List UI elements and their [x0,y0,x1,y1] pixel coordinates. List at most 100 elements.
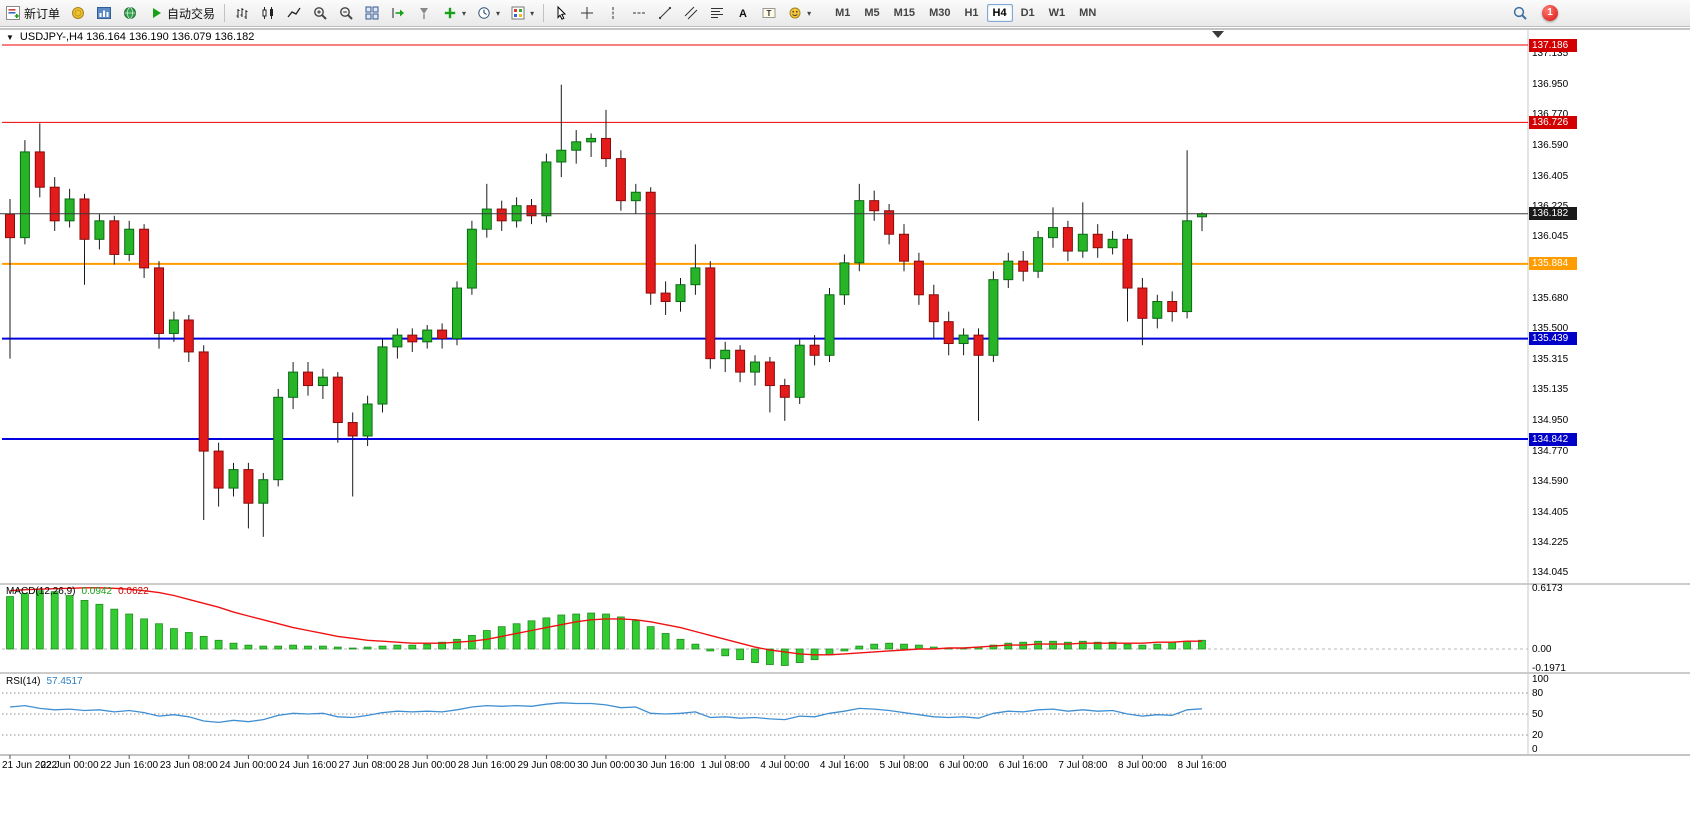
chart-menu-icon[interactable]: ▼ [6,32,14,42]
periods-button[interactable]: ▾ [472,2,504,24]
fibo-icon [711,8,724,18]
candle [362,403,373,437]
vertical-line-tool-button[interactable] [601,2,625,24]
candle [735,349,746,373]
fibonacci-tool-button[interactable] [705,2,729,24]
timeframe-w1-button[interactable]: W1 [1048,7,1066,19]
chart-window-button[interactable] [92,2,116,24]
trendline-tool-button[interactable] [653,2,677,24]
arrows-tool-button[interactable]: ▾ [783,2,815,24]
time-axis-label: 4 Jul 00:00 [760,760,810,771]
crosshair-tool-button[interactable] [575,2,599,24]
candle-mode-icon [262,7,274,19]
price-axis-label: 134.590 [1532,475,1569,487]
price-axis-label: 136.405 [1532,170,1569,182]
time-axis-label: 8 Jul 00:00 [1117,760,1167,771]
macd-bar [1108,641,1117,650]
tile-windows-button[interactable] [360,2,384,24]
search-button[interactable] [1512,5,1528,26]
candle [243,469,254,504]
new-order-button[interactable]: 新订单 [1,2,64,25]
candle [139,228,150,269]
metatrader-app-button[interactable] [66,2,90,24]
zoom-in-button[interactable] [308,2,332,24]
candle [824,294,835,356]
price-chart-canvas[interactable] [0,27,1690,835]
chart-frame [0,28,1690,756]
timeframe-d1-button[interactable]: D1 [1020,7,1035,19]
new-order-icon [6,6,20,20]
cursor-tool-button[interactable] [549,2,573,24]
timeframe-m30-button[interactable]: M30 [929,7,951,19]
macd-bar [1198,639,1206,650]
macd-bar [50,591,59,650]
community-button[interactable] [118,2,142,24]
macd-bar [259,645,268,650]
chart-window[interactable]: ▼ USDJPY-,H4 136.164 136.190 136.079 136… [0,27,1690,835]
timeframe-m5-button[interactable]: M5 [864,7,880,19]
templates-button[interactable]: ▾ [506,2,538,24]
main-toolbar: 新订单 自动交易 ▾ ▾ ▾ A T ▾ M1 M5 M15 M30 H1 H4 D1 W1 MN 1 [0,0,1690,27]
timeframe-m1-button[interactable]: M1 [835,7,851,19]
timeframe-mn-button[interactable]: MN [1079,7,1097,19]
green-globe-icon [124,7,137,19]
macd-bar [646,626,655,650]
notification-badge[interactable]: 1 [1542,5,1558,21]
candle [1018,260,1029,272]
candle [1107,238,1118,249]
candle [228,469,239,489]
candle [34,151,45,188]
text-tool-button[interactable]: A [731,2,755,24]
timeframe-toolbar: M1 M5 M15 M30 H1 H4 D1 W1 MN [828,0,1103,26]
price-axis-label: 135.135 [1532,384,1569,396]
macd-bar [527,620,536,650]
level-lines [2,44,1528,441]
auto-trading-button[interactable]: 自动交易 [144,2,219,25]
level-price-tag: 135.439 [1529,332,1577,346]
level-price-tag: 136.726 [1529,115,1577,129]
candle [645,191,656,294]
play-green-icon [153,8,162,18]
timeframe-m15-button[interactable]: M15 [893,7,916,19]
candle [49,186,60,222]
candle [1033,237,1044,272]
price-axis-label: 135.315 [1532,353,1569,365]
macd-bar [333,646,342,650]
candle [1152,301,1163,319]
timeframe-h4-button[interactable]: H4 [986,4,1013,22]
chart-title-text: USDJPY-,H4 136.164 136.190 136.079 136.1… [19,31,255,43]
time-ticks [9,755,1203,759]
new-order-label: 新订单 [24,6,61,21]
candles-mode-button[interactable] [256,2,280,24]
dropdown-caret-icon: ▾ [530,8,535,18]
timeframe-h1-button[interactable]: H1 [964,7,979,19]
label-tool-button[interactable]: T [757,2,781,24]
svg-text:T: T [767,9,772,18]
time-axis-label: 24 Jun 00:00 [219,760,278,771]
horizontal-line-tool-button[interactable] [627,2,651,24]
macd-bar [170,628,178,650]
auto-scroll-button[interactable] [386,2,410,24]
line-mode-button[interactable] [282,2,306,24]
channel-tool-button[interactable] [679,2,703,24]
candle [586,137,597,143]
zoom-out-button[interactable] [334,2,358,24]
macd-bar [855,645,864,650]
time-axis-label: 5 Jul 08:00 [879,760,929,771]
indicators-list-button[interactable]: ▾ [438,2,470,24]
gold-coin-icon [72,7,85,19]
macd-bar [393,644,402,650]
candle [869,200,880,212]
zoom-in-icon [314,7,327,20]
candle [124,228,135,255]
candle [317,376,328,387]
time-axis-label: 6 Jul 16:00 [998,760,1048,771]
candle [332,376,343,424]
toolbar-separator [543,4,545,22]
candle [601,137,611,160]
chart-shift-button[interactable] [412,2,436,24]
candle [1077,233,1088,252]
macd-bar [602,613,610,650]
bars-mode-button[interactable] [230,2,254,24]
candle [288,371,299,398]
